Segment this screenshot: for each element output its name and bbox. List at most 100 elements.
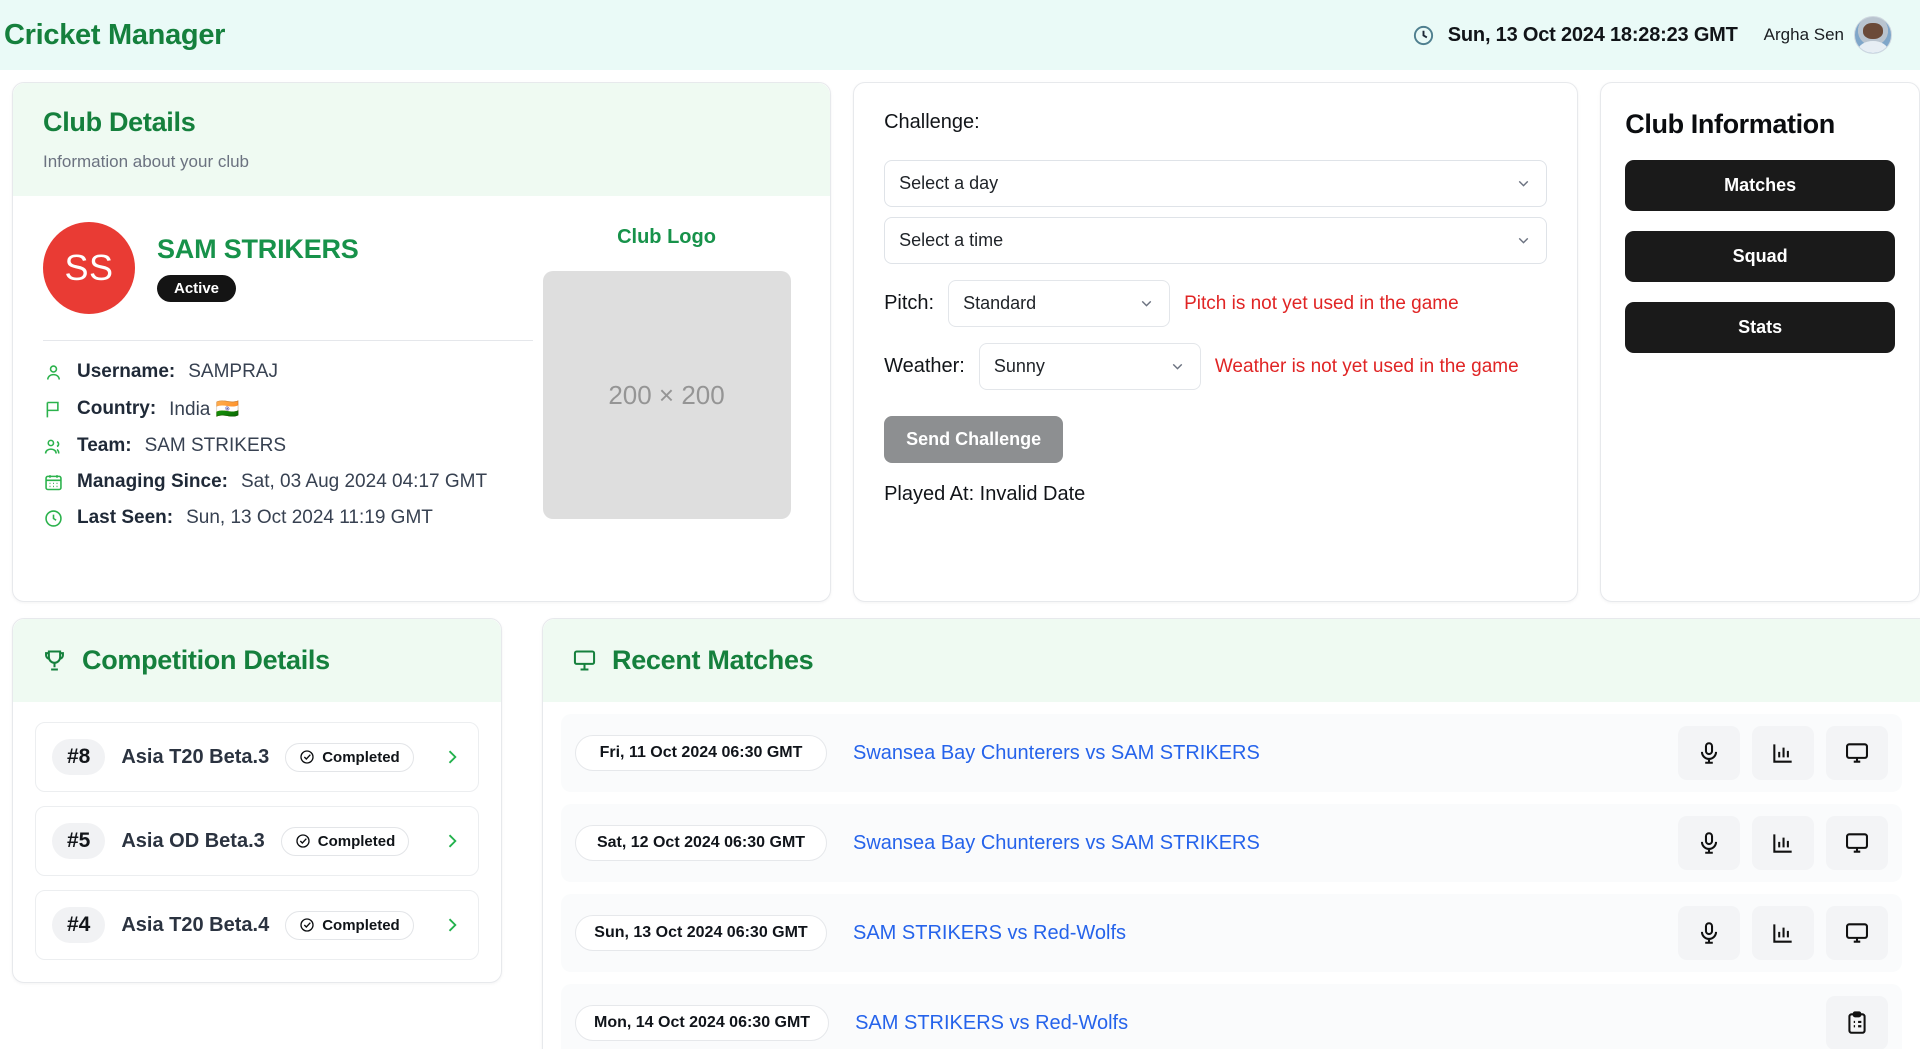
user-menu[interactable]: Argha Sen bbox=[1764, 16, 1892, 54]
info-row-country: Country: India 🇮🇳 bbox=[43, 397, 533, 421]
recent-matches-title: Recent Matches bbox=[612, 645, 814, 675]
club-details-body: SS SAM STRIKERS Active bbox=[13, 196, 830, 559]
bottom-row: Competition Details #8 Asia T20 Beta.3 C… bbox=[0, 602, 1920, 1049]
club-identity: SS SAM STRIKERS Active bbox=[43, 222, 533, 314]
pitch-warning: Pitch is not yet used in the game bbox=[1184, 292, 1459, 314]
monitor-icon[interactable] bbox=[1826, 906, 1888, 960]
time-select[interactable]: Select a time bbox=[884, 217, 1548, 264]
info-row-managing-since: Managing Since: Sat, 03 Aug 2024 04:17 G… bbox=[43, 471, 533, 493]
list-item[interactable]: #4 Asia T20 Beta.4 Completed bbox=[35, 890, 479, 960]
table-row: Fri, 11 Oct 2024 06:30 GMT Swansea Bay C… bbox=[561, 714, 1902, 792]
match-title-link[interactable]: Swansea Bay Chunterers vs SAM STRIKERS bbox=[853, 831, 1260, 854]
competition-details-card: Competition Details #8 Asia T20 Beta.3 C… bbox=[12, 618, 502, 983]
flag-icon bbox=[43, 399, 64, 420]
club-name-block: SAM STRIKERS Active bbox=[157, 234, 359, 302]
weather-select-value: Sunny bbox=[993, 356, 1045, 376]
info-value: Sat, 03 Aug 2024 04:17 GMT bbox=[240, 471, 488, 492]
competition-name: Asia T20 Beta.4 bbox=[121, 913, 270, 936]
status-text: Completed bbox=[317, 832, 396, 850]
match-date: Fri, 11 Oct 2024 06:30 GMT bbox=[575, 735, 827, 771]
club-info-list: Username: SAMPRAJ Country: India 🇮🇳 bbox=[43, 361, 533, 529]
mic-icon[interactable] bbox=[1678, 906, 1740, 960]
info-label: Managing Since: bbox=[77, 471, 228, 492]
send-challenge-button[interactable]: Send Challenge bbox=[884, 416, 1064, 463]
mic-icon[interactable] bbox=[1678, 816, 1740, 870]
match-date: Sat, 12 Oct 2024 06:30 GMT bbox=[575, 825, 827, 861]
list-item[interactable]: #8 Asia T20 Beta.3 Completed bbox=[35, 722, 479, 792]
user-icon bbox=[43, 362, 64, 383]
club-information-title: Club Information bbox=[1625, 109, 1835, 139]
info-row-username: Username: SAMPRAJ bbox=[43, 361, 533, 383]
challenge-card: Challenge: Select a day Select a time Pi… bbox=[853, 82, 1579, 602]
clipboard-icon[interactable] bbox=[1826, 996, 1888, 1049]
info-row-team: Team: SAM STRIKERS bbox=[43, 435, 533, 457]
info-row-last-seen: Last Seen: Sun, 13 Oct 2024 11:19 GMT bbox=[43, 507, 533, 529]
match-date: Sun, 13 Oct 2024 06:30 GMT bbox=[575, 915, 827, 951]
match-actions bbox=[1678, 816, 1888, 870]
match-title-link[interactable]: SAM STRIKERS vs Red-Wolfs bbox=[855, 1011, 1129, 1034]
club-name: SAM STRIKERS bbox=[157, 234, 359, 264]
competition-rank: #4 bbox=[52, 907, 106, 943]
info-label: Last Seen: bbox=[77, 507, 174, 528]
competition-rank: #5 bbox=[52, 823, 106, 859]
table-row: Sat, 12 Oct 2024 06:30 GMT Swansea Bay C… bbox=[561, 804, 1902, 882]
header-datetime-text: Sun, 13 Oct 2024 18:28:23 GMT bbox=[1447, 23, 1738, 46]
club-details-left: SS SAM STRIKERS Active bbox=[43, 222, 533, 529]
clock-icon bbox=[43, 508, 64, 529]
mic-icon[interactable] bbox=[1678, 726, 1740, 780]
status-text: Completed bbox=[322, 748, 400, 766]
status-badge: Completed bbox=[280, 826, 410, 856]
matches-button[interactable]: Matches bbox=[1625, 160, 1895, 211]
weather-select[interactable]: Sunny bbox=[978, 343, 1201, 390]
chevron-down-icon bbox=[1515, 175, 1532, 192]
chevron-right-icon[interactable] bbox=[442, 747, 462, 767]
match-title-link[interactable]: SAM STRIKERS vs Red-Wolfs bbox=[853, 921, 1127, 944]
club-details-header: Club Details Information about your club bbox=[13, 83, 831, 196]
status-badge: Active bbox=[157, 275, 237, 302]
match-title-link[interactable]: Swansea Bay Chunterers vs SAM STRIKERS bbox=[853, 741, 1260, 764]
page-content: Club Details Information about your club… bbox=[0, 70, 1920, 1049]
pitch-select[interactable]: Standard bbox=[948, 280, 1171, 327]
chevron-down-icon bbox=[1138, 295, 1155, 312]
recent-matches-list: Fri, 11 Oct 2024 06:30 GMT Swansea Bay C… bbox=[543, 702, 1920, 1049]
recent-matches-card: Recent Matches Fri, 11 Oct 2024 06:30 GM… bbox=[542, 618, 1920, 1049]
match-actions bbox=[1678, 906, 1888, 960]
club-logo-placeholder[interactable]: 200 × 200 bbox=[542, 271, 791, 519]
pitch-label: Pitch: bbox=[884, 292, 935, 314]
calendar-icon bbox=[43, 472, 64, 493]
bar-chart-icon[interactable] bbox=[1752, 726, 1814, 780]
chevron-right-icon[interactable] bbox=[442, 831, 462, 851]
status-badge: Completed bbox=[285, 742, 414, 772]
list-item[interactable]: #5 Asia OD Beta.3 Completed bbox=[35, 806, 479, 876]
app-header: Cricket Manager Sun, 13 Oct 2024 18:28:2… bbox=[0, 0, 1920, 70]
info-label: Country: bbox=[77, 398, 157, 419]
avatar[interactable] bbox=[1854, 16, 1892, 54]
day-select[interactable]: Select a day bbox=[884, 160, 1548, 207]
competition-details-header: Competition Details bbox=[13, 619, 501, 702]
info-value: SAMPRAJ bbox=[188, 361, 278, 382]
recent-matches-header: Recent Matches bbox=[543, 619, 1920, 702]
team-icon bbox=[43, 436, 64, 457]
user-name: Argha Sen bbox=[1763, 25, 1844, 44]
trophy-icon bbox=[41, 647, 68, 674]
bar-chart-icon[interactable] bbox=[1752, 906, 1814, 960]
stats-button[interactable]: Stats bbox=[1625, 302, 1895, 353]
competition-details-title: Competition Details bbox=[82, 645, 330, 675]
squad-button[interactable]: Squad bbox=[1625, 231, 1895, 282]
bar-chart-icon[interactable] bbox=[1752, 816, 1814, 870]
table-row: Sun, 13 Oct 2024 06:30 GMT SAM STRIKERS … bbox=[561, 894, 1902, 972]
club-information-card: Club Information Matches Squad Stats bbox=[1600, 82, 1920, 602]
pitch-select-value: Standard bbox=[963, 293, 1037, 313]
monitor-icon[interactable] bbox=[1826, 816, 1888, 870]
scoreboard-icon bbox=[571, 647, 598, 674]
match-actions bbox=[1826, 996, 1888, 1049]
info-value: Sun, 13 Oct 2024 11:19 GMT bbox=[186, 507, 433, 528]
chevron-right-icon[interactable] bbox=[442, 915, 462, 935]
club-monogram: SS bbox=[43, 222, 135, 314]
played-at-text: Played At: Invalid Date bbox=[884, 483, 1086, 505]
check-circle-icon bbox=[295, 833, 311, 849]
monitor-icon[interactable] bbox=[1826, 726, 1888, 780]
chevron-down-icon bbox=[1169, 358, 1186, 375]
club-details-title: Club Details bbox=[43, 107, 196, 137]
competition-rank: #8 bbox=[52, 739, 106, 775]
